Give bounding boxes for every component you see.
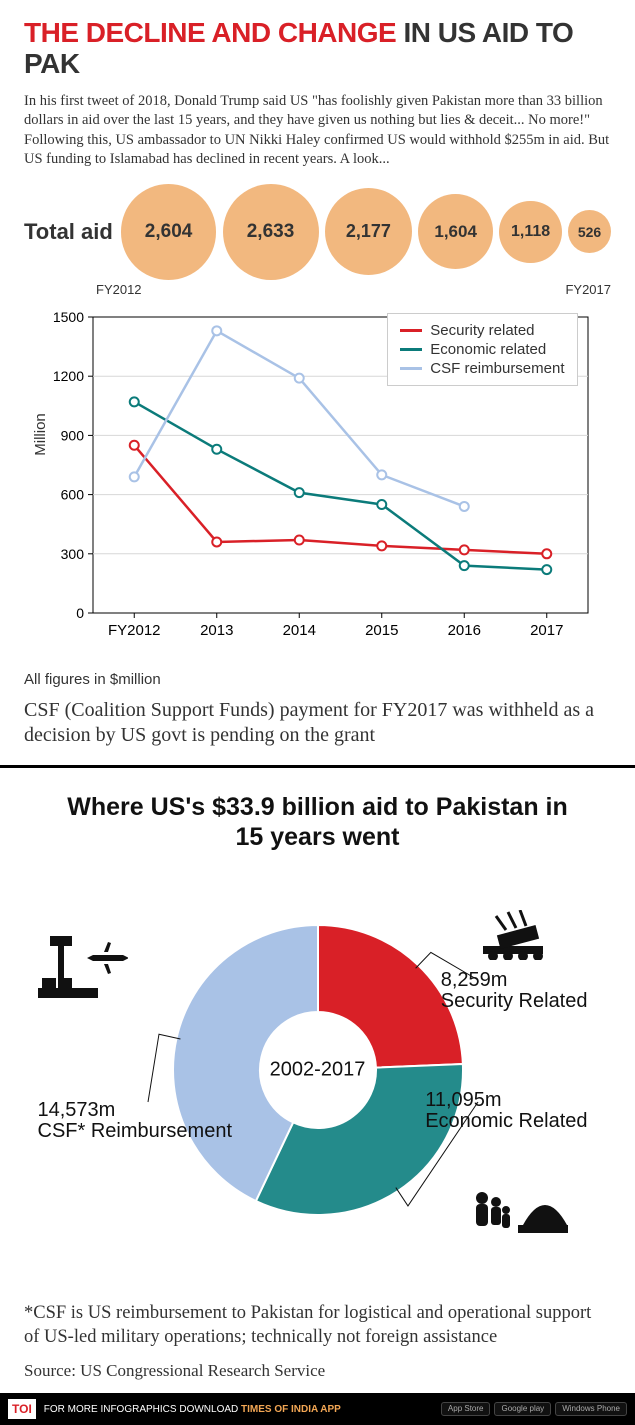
missile-launcher-icon — [478, 910, 548, 960]
donut-value-security: 8,259m — [441, 969, 508, 991]
svg-text:2014: 2014 — [282, 622, 315, 639]
csf-note: CSF (Coalition Support Funds) payment fo… — [24, 698, 611, 749]
toi-badge: TOI — [8, 1399, 36, 1419]
bubble-year-end: FY2017 — [565, 282, 611, 297]
legend-label: CSF reimbursement — [430, 360, 564, 377]
source-text: Source: US Congressional Research Servic… — [24, 1361, 611, 1381]
legend-row: Security related — [400, 322, 564, 339]
footer-bar: TOI FOR MORE INFOGRAPHICS DOWNLOAD TIMES… — [0, 1393, 635, 1425]
legend-label: Security related — [430, 322, 534, 339]
svg-text:FY2012: FY2012 — [107, 622, 160, 639]
bubble: 1,604 — [418, 194, 493, 269]
legend-swatch — [400, 329, 422, 332]
chart-legend: Security related Economic related CSF reim… — [387, 313, 577, 386]
legend-swatch — [400, 367, 422, 370]
donut-title: Where US's $33.9 billion aid to Pakistan… — [60, 792, 575, 852]
svg-text:2016: 2016 — [447, 622, 480, 639]
svg-text:600: 600 — [60, 486, 84, 502]
donut-value-csf: 14,573m — [38, 1099, 116, 1121]
bubble: 2,604 — [121, 184, 216, 279]
csf-footnote: *CSF is US reimbursement to Pakistan for… — [24, 1302, 611, 1349]
bubble: 2,177 — [325, 188, 412, 275]
legend-row: Economic related — [400, 341, 564, 358]
app-store-button[interactable]: Google play — [494, 1402, 551, 1416]
app-links: App StoreGoogle play Windows Phone — [441, 1402, 627, 1416]
svg-text:2017: 2017 — [530, 622, 563, 639]
svg-text:2013: 2013 — [200, 622, 233, 639]
bubble-chart: 2,6042,6332,1771,6041,118526 — [121, 184, 611, 280]
figures-note: All figures in $million — [24, 671, 611, 688]
legend-row: CSF reimbursement — [400, 360, 564, 377]
footer-text-white: FOR MORE INFOGRAPHICS DOWNLOAD — [44, 1404, 241, 1415]
donut-center-label: 2002-2017 — [270, 1059, 366, 1082]
bubble-year-start: FY2012 — [96, 282, 156, 297]
donut-name-csf: CSF* Reimbursement — [38, 1120, 233, 1142]
intro-text: In his first tweet of 2018, Donald Trump… — [24, 92, 611, 170]
bubble: 1,118 — [499, 201, 562, 264]
line-chart: Million 030060090012001500FY201220132014… — [38, 307, 598, 647]
airport-icon — [38, 930, 128, 1000]
bubble: 2,633 — [223, 184, 319, 280]
legend-swatch — [400, 348, 422, 351]
total-aid-label-text: Total aid — [24, 219, 113, 244]
donut-label-economic: 11,095m Economic Related — [425, 1090, 587, 1132]
total-aid-row: Total aid 2,6042,6332,1771,6041,118526 — [24, 184, 611, 280]
svg-text:0: 0 — [76, 605, 84, 621]
app-store-button[interactable]: App Store — [441, 1402, 491, 1416]
page-title: THE DECLINE AND CHANGE IN US AID TO PAK — [24, 18, 611, 80]
footer-text-orange: TIMES OF INDIA APP — [241, 1404, 341, 1415]
bubble-year-labels: FY2012 FY2017 — [96, 282, 611, 297]
footer-text: FOR MORE INFOGRAPHICS DOWNLOAD TIMES OF … — [44, 1404, 341, 1415]
legend-label: Economic related — [430, 341, 546, 358]
donut-name-economic: Economic Related — [425, 1110, 587, 1132]
donut-label-security: 8,259m Security Related — [441, 970, 588, 1012]
app-store-button[interactable]: Windows Phone — [555, 1402, 627, 1416]
donut-chart: 2002-2017 8,259m Security Related 11,095… — [38, 870, 598, 1270]
svg-text:1200: 1200 — [52, 368, 83, 384]
bubble: 526 — [568, 210, 611, 253]
svg-text:300: 300 — [60, 546, 84, 562]
svg-text:900: 900 — [60, 427, 84, 443]
donut-value-economic: 11,095m — [425, 1089, 501, 1111]
donut-name-security: Security Related — [441, 990, 588, 1012]
refugee-camp-icon — [468, 1180, 568, 1240]
total-aid-label: Total aid — [24, 220, 113, 243]
y-axis-label: Million — [32, 413, 49, 456]
svg-text:2015: 2015 — [365, 622, 398, 639]
svg-text:1500: 1500 — [52, 309, 83, 325]
donut-label-csf: 14,573m CSF* Reimbursement — [38, 1100, 233, 1142]
title-red: THE DECLINE AND CHANGE — [24, 17, 396, 48]
